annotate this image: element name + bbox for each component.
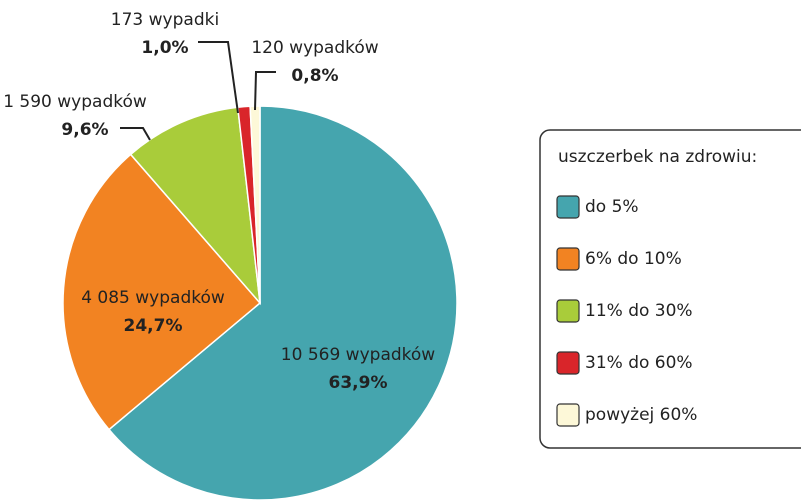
value-label: 0,8% (291, 66, 338, 86)
leader-line (120, 127, 151, 141)
legend-swatch (556, 351, 580, 375)
count-label: 4 085 wypadków (81, 288, 225, 308)
pie-slice (129, 106, 262, 306)
legend-label: do 5% (585, 197, 639, 217)
legend-title: uszczerbek na zdrowiu: (558, 147, 757, 167)
legend-swatch (556, 247, 580, 271)
pie (62, 105, 458, 501)
leader-line (254, 71, 276, 111)
legend-label: 6% do 10% (585, 249, 682, 269)
value-label: 9,6% (61, 120, 108, 140)
legend-label: 11% do 30% (585, 301, 693, 321)
count-label: 173 wypadki (111, 10, 219, 30)
count-label: 1 590 wypadków (3, 92, 147, 112)
count-label: 10 569 wypadków (281, 345, 435, 365)
pie-slice (62, 153, 262, 431)
legend-swatch (556, 299, 580, 323)
legend-swatch (556, 195, 580, 219)
legend-swatch (556, 403, 580, 427)
count-label: 120 wypadków (251, 38, 378, 58)
legend-label: 31% do 60% (585, 353, 693, 373)
leader-line (198, 41, 239, 114)
value-label: 63,9% (329, 373, 388, 393)
legend-box (539, 129, 801, 449)
leader-lines (120, 41, 276, 141)
pie-slice (107, 105, 458, 501)
value-label: 1,0% (141, 38, 188, 58)
legend-label: powyżej 60% (585, 405, 697, 425)
value-label: 24,7% (124, 316, 183, 336)
